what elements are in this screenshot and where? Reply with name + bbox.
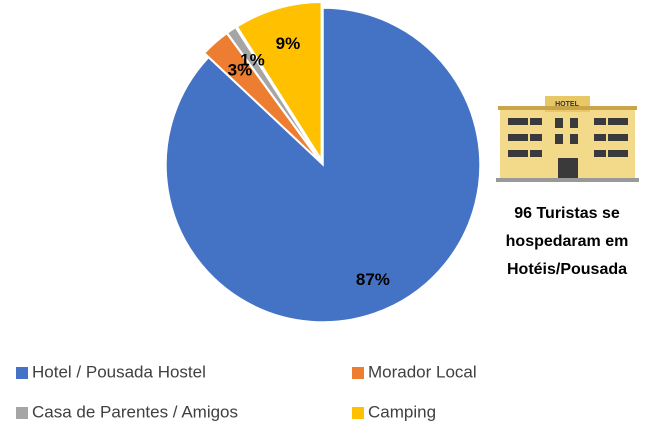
legend-swatch bbox=[16, 407, 28, 419]
annotation-line: Hotéis/Pousada bbox=[507, 261, 627, 278]
pie-slice bbox=[236, 1, 323, 162]
pie-slice bbox=[165, 7, 481, 323]
svg-text:HOTEL: HOTEL bbox=[555, 101, 579, 108]
hotel-icon: HOTEL bbox=[496, 96, 639, 182]
annotation: 96 Turistas se hospedaram em Hotéis/Pous… bbox=[506, 205, 629, 278]
legend-label: Morador Local bbox=[368, 362, 477, 381]
pie-slice bbox=[203, 32, 320, 162]
data-label: 9% bbox=[276, 34, 301, 53]
legend-label: Casa de Parentes / Amigos bbox=[32, 402, 238, 421]
data-label: 1% bbox=[240, 51, 265, 70]
legend-swatch bbox=[16, 367, 28, 379]
annotation-line: 96 Turistas se bbox=[514, 205, 620, 222]
data-label: 87% bbox=[356, 270, 390, 289]
legend-swatch bbox=[352, 367, 364, 379]
legend-label: Camping bbox=[368, 402, 436, 421]
legend-swatch bbox=[352, 407, 364, 419]
data-label: 3% bbox=[228, 60, 253, 79]
pie-slice bbox=[226, 26, 321, 161]
annotation-line: hospedaram em bbox=[506, 233, 629, 250]
legend-label: Hotel / Pousada Hostel bbox=[32, 362, 206, 381]
